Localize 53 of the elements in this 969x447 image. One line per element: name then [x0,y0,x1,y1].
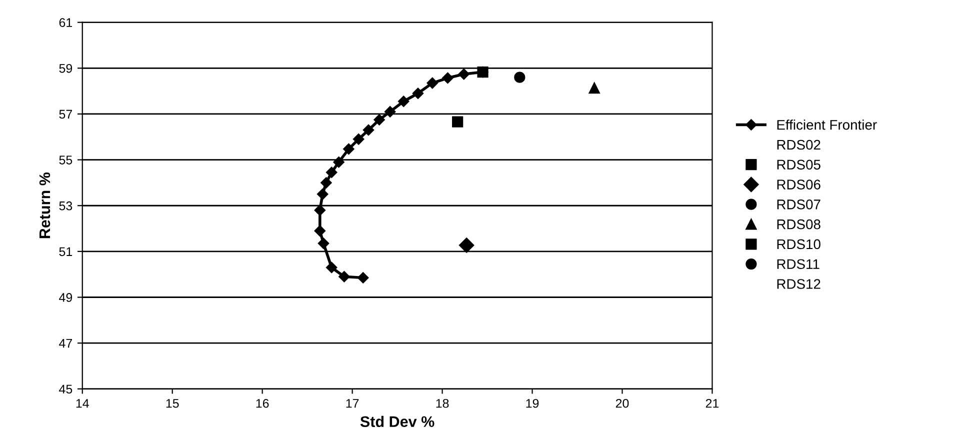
point [452,116,464,128]
y-tick-label: 51 [59,247,72,256]
point [314,225,326,236]
point [318,238,330,250]
point [398,96,410,107]
point [412,88,424,99]
point [357,272,369,284]
point [352,134,364,145]
point [326,262,338,274]
point [426,77,438,89]
point [459,238,474,253]
point [333,156,344,168]
point [588,82,600,94]
point [514,72,526,83]
point [362,124,374,136]
point [477,66,488,78]
point [314,204,326,216]
x-axis-title: Std Dev % [360,416,434,428]
y-tick-label: 49 [59,293,72,302]
point [384,106,396,118]
x-tick-label: 16 [256,398,269,408]
x-tick-label: 17 [346,399,359,408]
y-tick-label: 53 [59,201,72,210]
x-tick-label: 14 [76,399,89,408]
legend-label: Efficient Frontier [777,120,877,130]
x-tick-label: 15 [166,399,179,408]
legend-label: RDS12 [777,279,820,289]
point [343,143,354,155]
y-tick-label: 61 [59,18,72,27]
y-tick-label: 59 [59,64,72,73]
y-axis-title: Return % [39,172,50,238]
x-tick-label: 21 [706,398,719,408]
point [320,177,332,188]
legend-label: RDS07 [777,200,820,210]
legend-label: RDS02 [777,140,820,150]
point [374,114,385,126]
point [458,68,470,80]
y-tick-label: 45 [59,384,72,394]
x-tick-label: 18 [436,398,449,408]
y-tick-label: 47 [59,339,72,348]
x-tick-label: 19 [526,398,539,408]
point [338,271,350,282]
point [317,188,328,200]
legend-label: RDS11 [777,259,820,270]
point [442,72,454,84]
legend-label: RDS06 [777,180,820,190]
y-tick-label: 55 [59,156,72,164]
legend-label: RDS10 [777,239,820,250]
x-tick-label: 20 [616,398,629,408]
legend-label: RDS08 [777,219,820,230]
y-tick-label: 57 [59,110,72,119]
point [326,166,338,178]
legend-label: RDS05 [777,160,820,170]
